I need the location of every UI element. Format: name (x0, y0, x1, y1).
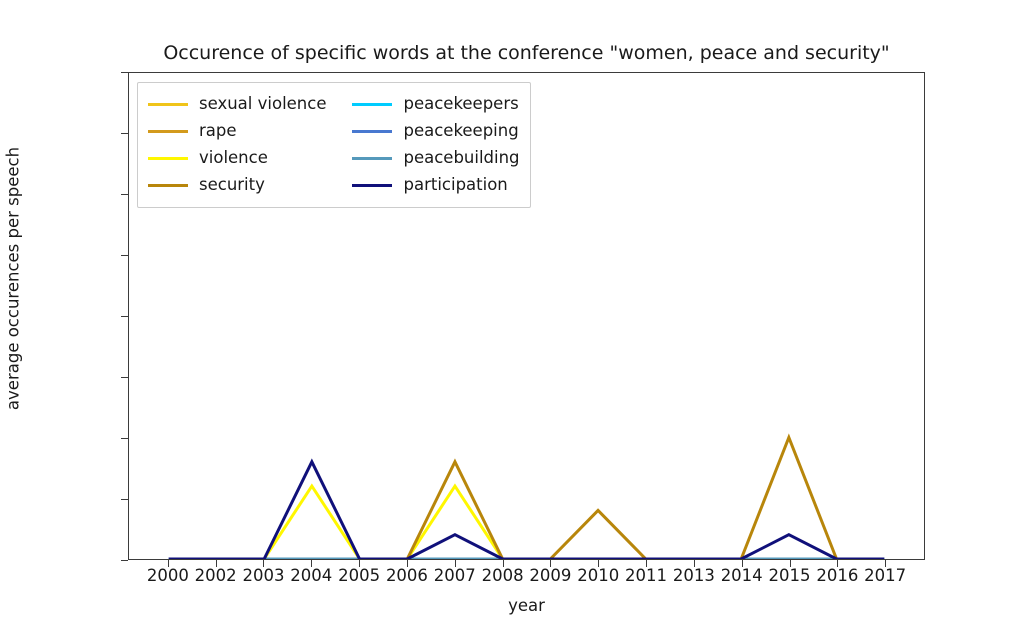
legend-item-label: peacekeepers (403, 94, 519, 114)
series-line (168, 483, 885, 559)
x-axis-tick-mark (550, 560, 552, 567)
legend-item[interactable]: peacekeeping (352, 118, 519, 145)
legend-item[interactable]: rape (148, 118, 326, 145)
x-axis-tick-mark (311, 560, 313, 567)
x-axis-tick-label: 2009 (529, 566, 572, 585)
legend-item-label: peacekeeping (403, 121, 519, 141)
x-axis-tick-mark (885, 560, 887, 567)
x-axis-tick-label: 2011 (625, 566, 668, 585)
legend-color-swatch-icon (352, 103, 393, 106)
x-axis-tick-mark (502, 560, 504, 567)
legend-item[interactable]: peacebuilding (352, 145, 520, 172)
x-axis-tick-mark (215, 560, 217, 567)
y-axis-tick-mark (121, 377, 128, 378)
x-axis-tick-mark (837, 560, 839, 567)
page-title: Occurence of specific words at the confe… (163, 42, 890, 64)
legend-color-swatch-icon (148, 103, 188, 106)
legend-item[interactable]: violence (148, 145, 326, 172)
legend-grid: sexual violence peacekeepers rape peacekeep… (148, 91, 520, 199)
y-axis-tick-mark (121, 194, 128, 195)
x-axis-tick-label: 2008 (481, 566, 524, 585)
x-axis-tick-label: 2010 (577, 566, 620, 585)
y-axis-tick-mark (121, 560, 128, 561)
legend-item[interactable]: sexual violence (148, 91, 326, 118)
legend-item[interactable]: security (148, 172, 326, 199)
x-axis-tick-mark (359, 560, 361, 567)
y-axis-label: average occurences per speech (3, 146, 23, 411)
y-axis-tick-mark (121, 499, 128, 500)
x-axis-tick-mark (646, 560, 648, 567)
legend-color-swatch-icon (148, 130, 188, 133)
y-axis-tick-mark (121, 438, 128, 439)
legend-item-label: security (199, 175, 265, 195)
x-axis-tick-label: 2005 (338, 566, 381, 585)
x-axis-label: year (508, 596, 545, 615)
legend-item-label: participation (403, 175, 508, 195)
x-axis-tick-label: 2004 (290, 566, 333, 585)
x-axis-tick-mark (789, 560, 791, 567)
x-axis-tick-label: 2016 (816, 566, 859, 585)
series-line (168, 458, 885, 559)
y-axis-tick-mark (121, 72, 128, 73)
y-axis-tick-mark (121, 316, 128, 317)
x-axis-tick-label: 2003 (242, 566, 285, 585)
legend-item-label: rape (199, 121, 237, 141)
x-axis-tick-mark (693, 560, 695, 567)
series-lines (168, 433, 885, 559)
legend-item-label: peacebuilding (403, 148, 520, 168)
legend-color-swatch-icon (352, 157, 393, 160)
x-axis-tick-mark (741, 560, 743, 567)
legend-color-swatch-icon (352, 184, 393, 187)
x-axis-tick-label: 2002 (194, 566, 237, 585)
x-axis-tick-mark (598, 560, 600, 567)
x-axis-tick-label: 2013 (672, 566, 715, 585)
x-axis-tick-mark (263, 560, 265, 567)
legend-item[interactable]: peacekeepers (352, 91, 519, 118)
y-axis-tick-mark (121, 133, 128, 134)
x-axis-tick-label: 2015 (768, 566, 811, 585)
series-line (168, 433, 885, 559)
x-axis-tick-mark (406, 560, 408, 567)
legend: sexual violence peacekeepers rape peacekeep… (137, 82, 531, 208)
x-axis-tick-label: 2000 (146, 566, 189, 585)
x-axis-tick-label: 2014 (720, 566, 763, 585)
legend-color-swatch-icon (148, 157, 188, 160)
x-axis-tick-label: 2006 (385, 566, 428, 585)
legend-item[interactable]: participation (352, 172, 519, 199)
y-axis-tick-mark (121, 255, 128, 256)
x-axis-tick-label: 2007 (433, 566, 476, 585)
legend-color-swatch-icon (352, 130, 393, 133)
legend-color-swatch-icon (148, 184, 188, 187)
x-axis-tick-mark (167, 560, 169, 567)
x-axis-tick-label: 2017 (864, 566, 907, 585)
legend-item-label: sexual violence (199, 94, 327, 114)
legend-item-label: violence (199, 148, 268, 168)
x-axis-tick-mark (454, 560, 456, 567)
